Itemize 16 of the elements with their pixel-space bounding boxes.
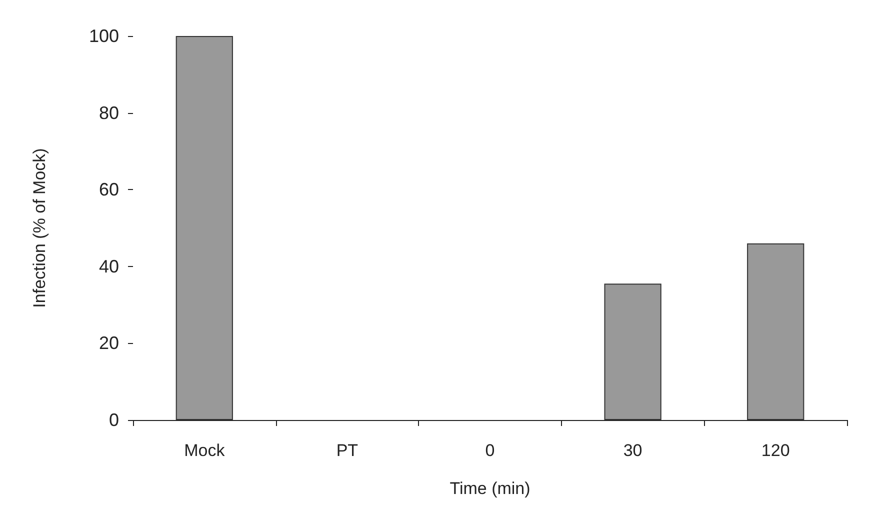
- y-tick-label: 0: [108, 410, 119, 430]
- y-tick-label: 80: [98, 102, 119, 123]
- x-tick-label: 30: [623, 441, 642, 460]
- bar: [604, 284, 662, 420]
- y-axis-title: Infection (% of Mock): [30, 148, 49, 308]
- x-axis-title: Time (min): [450, 479, 530, 498]
- y-tick-label: 60: [98, 180, 119, 200]
- y-tick-label: 20: [98, 333, 119, 354]
- x-tick-label: PT: [336, 441, 358, 460]
- y-tick-label: 100: [88, 26, 119, 46]
- x-tick-label: 0: [485, 441, 495, 460]
- x-tick-label: 120: [761, 441, 790, 460]
- y-tick-label: 40: [98, 256, 119, 276]
- x-tick-label: Mock: [184, 441, 226, 460]
- bar: [176, 36, 233, 420]
- bar: [747, 243, 804, 420]
